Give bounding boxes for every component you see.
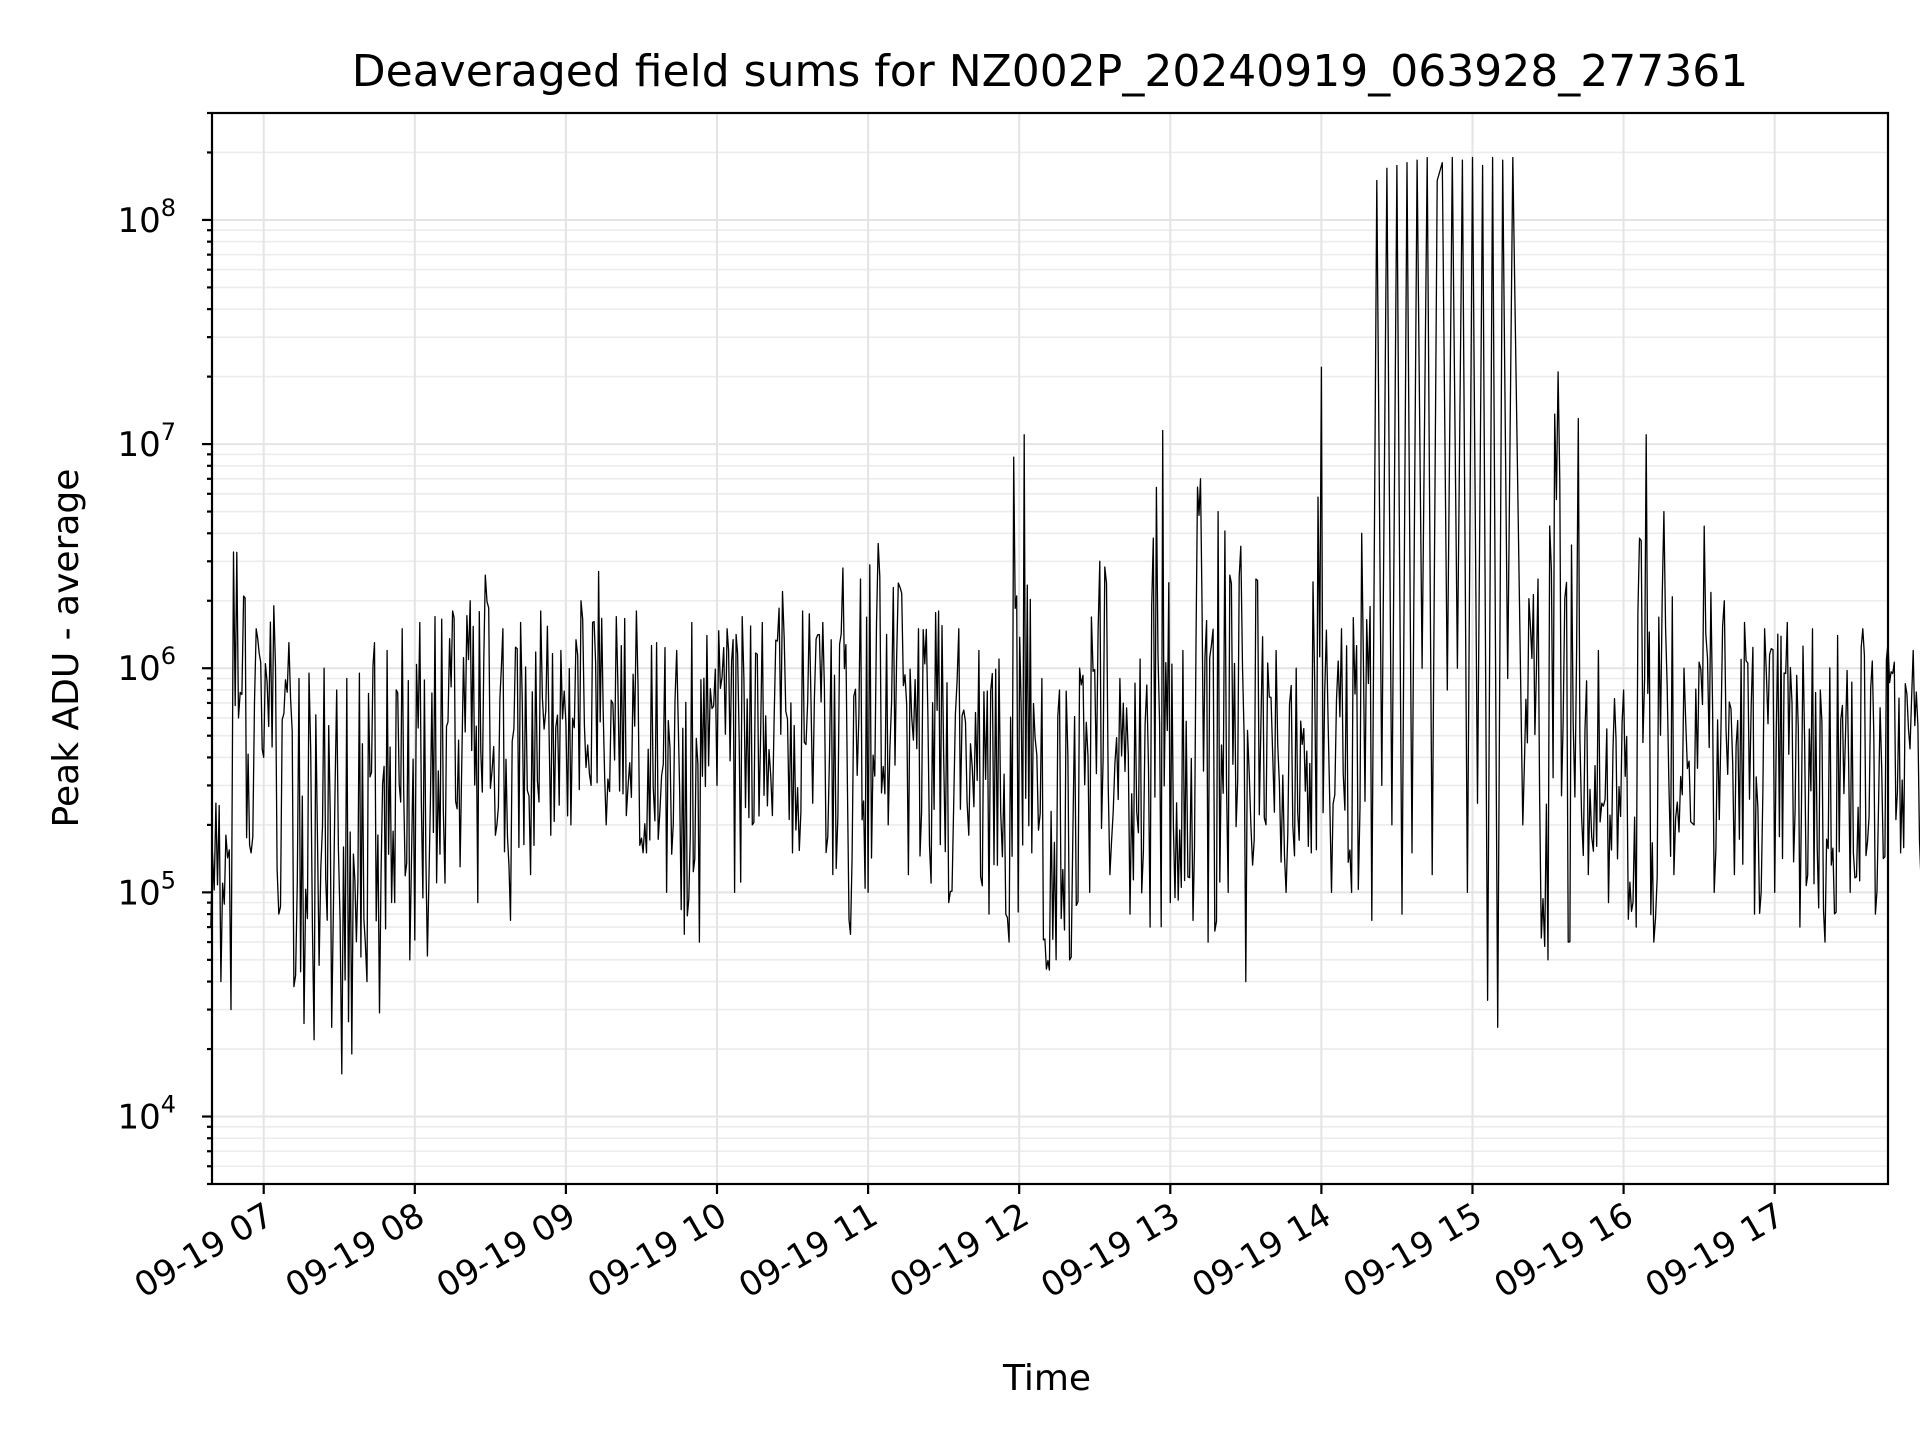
y-tick-label: 107 [117, 418, 176, 465]
y-tick-label: 108 [117, 194, 176, 241]
y-tick-label: 104 [117, 1091, 176, 1138]
chart-title: Deaveraged field sums for NZ002P_2024091… [352, 46, 1748, 97]
x-axis-label: Time [1002, 1358, 1091, 1399]
y-tick-label: 105 [117, 866, 176, 913]
series-line [210, 156, 1920, 1075]
series-layer [210, 156, 1920, 1075]
y-tick-label: 106 [117, 642, 176, 689]
y-axis-label: Peak ADU - average [46, 469, 87, 828]
plot-frame [210, 111, 1890, 1186]
